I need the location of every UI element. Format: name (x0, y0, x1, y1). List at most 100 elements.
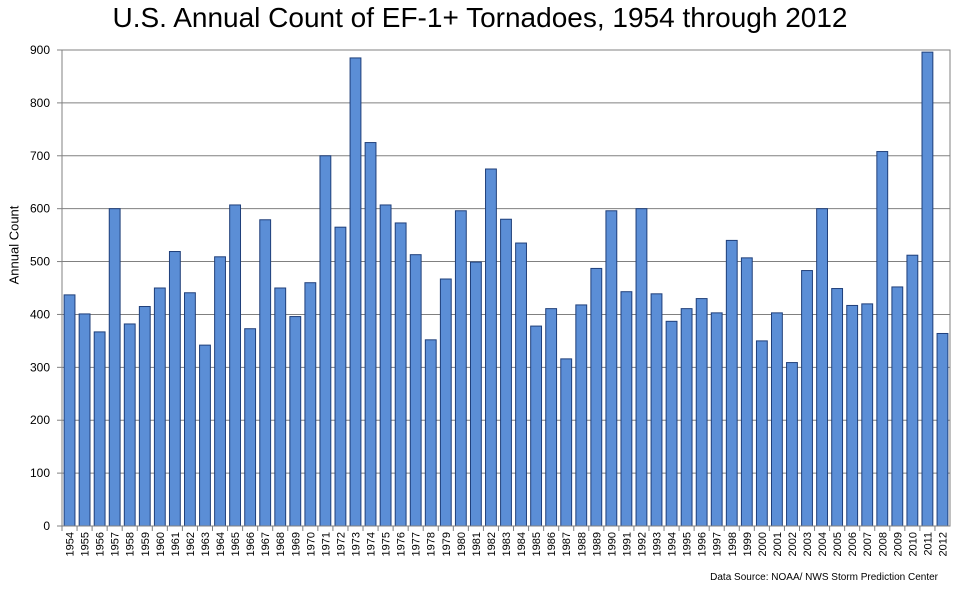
bar-1955 (78, 313, 91, 527)
x-tick-label: 1983 (501, 532, 513, 556)
bar-2012 (936, 332, 949, 527)
bars (63, 51, 949, 527)
x-tick-label: 1968 (275, 532, 287, 556)
x-tick-label: 1994 (667, 532, 679, 556)
x-tick-label: 2009 (892, 532, 904, 556)
y-tick-label: 200 (30, 413, 50, 427)
x-tick-label: 1967 (260, 532, 272, 556)
x-tick-label: 1974 (366, 532, 378, 556)
bar-1994 (665, 320, 678, 527)
y-tick-label: 800 (30, 96, 50, 110)
x-tick-label: 1970 (305, 532, 317, 556)
bar-1971 (319, 155, 332, 527)
bar-1985 (530, 325, 543, 527)
bar-1986 (545, 308, 558, 527)
x-axis-ticks: 1954 1955 1956 1957 1958 1959 1960 1961 1962 1963… (61, 526, 949, 556)
bar-1977 (409, 254, 422, 527)
x-tick-label: 2004 (817, 532, 829, 556)
bar-2001 (771, 312, 783, 527)
x-tick-label: 1989 (591, 532, 603, 556)
y-tick-label: 700 (30, 149, 50, 163)
x-tick-label: 1956 (95, 532, 107, 556)
x-tick-label: 1969 (290, 532, 302, 556)
x-tick-label: 1979 (441, 532, 453, 556)
x-tick-label: 1957 (110, 532, 122, 556)
bar-1968 (274, 287, 287, 527)
x-tick-label: 2010 (907, 532, 919, 556)
x-tick-label: 2001 (772, 532, 784, 556)
x-tick-label: 2011 (922, 532, 934, 556)
bar-2007 (861, 303, 874, 527)
y-tick-label: 600 (30, 202, 50, 216)
bar-1972 (334, 226, 347, 527)
bar-1984 (515, 242, 527, 527)
x-tick-label: 1981 (471, 532, 483, 556)
bar-2002 (786, 362, 798, 527)
x-tick-label: 1959 (140, 532, 152, 556)
y-tick-label: 0 (43, 519, 50, 533)
bar-2008 (876, 151, 889, 527)
bar-2010 (906, 254, 919, 527)
bar-1998 (725, 239, 738, 527)
x-tick-label: 1988 (576, 532, 588, 556)
bar-1987 (560, 358, 573, 527)
x-tick-label: 2008 (877, 532, 889, 556)
bar-1992 (635, 208, 648, 527)
bar-1974 (364, 142, 377, 527)
bar-2004 (816, 208, 828, 527)
x-tick-label: 2006 (847, 532, 859, 556)
bar-1990 (605, 210, 618, 527)
x-tick-label: 1963 (200, 532, 212, 556)
x-tick-label: 1982 (486, 532, 498, 556)
bar-2009 (891, 286, 904, 527)
x-tick-label: 2007 (862, 532, 874, 556)
x-tick-label: 1997 (712, 532, 724, 556)
x-tick-label: 1973 (350, 532, 362, 556)
x-tick-label: 1977 (411, 532, 423, 556)
x-tick-label: 1993 (652, 532, 664, 556)
bar-1965 (229, 204, 242, 527)
x-tick-label: 1986 (546, 532, 558, 556)
bar-1982 (485, 168, 497, 527)
bar-1980 (454, 210, 467, 527)
bar-1966 (244, 328, 257, 527)
bar-1956 (93, 331, 106, 527)
bar-1969 (289, 316, 302, 527)
x-tick-label: 1964 (215, 532, 227, 556)
x-tick-label: 1985 (531, 532, 543, 556)
bar-1975 (379, 204, 392, 527)
x-tick-label: 1965 (230, 532, 242, 556)
bar-2005 (831, 288, 844, 527)
bar-1976 (394, 222, 407, 527)
x-tick-label: 1999 (742, 532, 754, 556)
x-tick-label: 1955 (80, 532, 92, 556)
bar-2000 (755, 340, 768, 527)
bar-1963 (199, 344, 211, 527)
bar-1958 (123, 323, 136, 527)
bar-1981 (469, 261, 482, 527)
bar-2006 (846, 304, 859, 527)
x-tick-label: 1958 (125, 532, 137, 556)
bar-1997 (710, 312, 723, 527)
bar-2003 (801, 270, 813, 527)
plot-frame (61, 49, 951, 527)
bar-1964 (214, 256, 226, 527)
bar-1995 (680, 308, 693, 527)
x-tick-label: 1996 (697, 532, 709, 556)
x-tick-label: 2012 (937, 532, 949, 556)
bar-1967 (259, 219, 272, 527)
bar-1983 (500, 218, 512, 527)
x-tick-label: 1966 (245, 532, 257, 556)
y-tick-label: 300 (30, 360, 50, 374)
x-tick-label: 1991 (621, 532, 633, 556)
y-tick-label: 900 (30, 43, 50, 57)
bar-1970 (304, 282, 317, 527)
bar-2011 (921, 51, 934, 527)
x-tick-label: 2000 (757, 532, 769, 556)
bar-1960 (153, 287, 166, 527)
x-tick-label: 1998 (727, 532, 739, 556)
bar-1991 (620, 291, 633, 527)
bar-1988 (575, 304, 588, 527)
x-tick-label: 1992 (636, 532, 648, 556)
